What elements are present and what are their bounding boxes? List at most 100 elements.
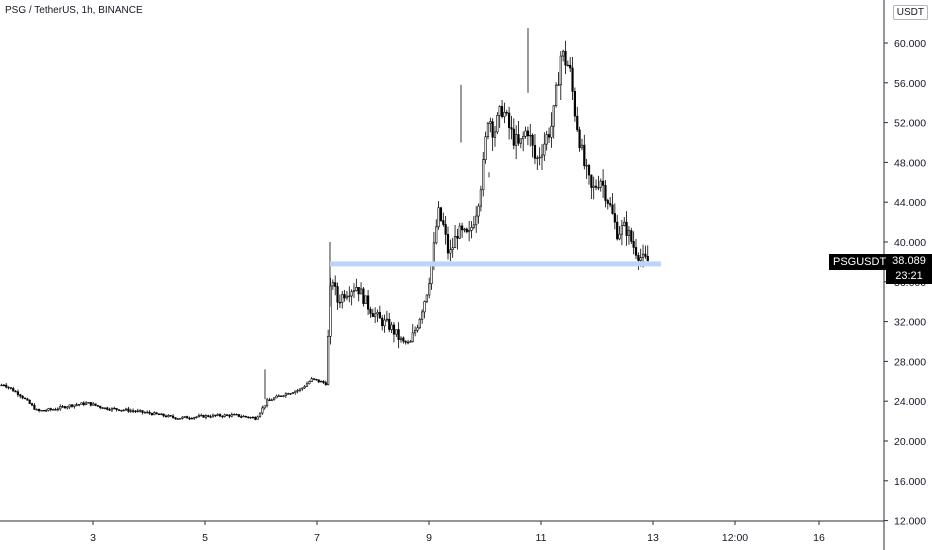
price-tick-label: 24.000 xyxy=(894,396,926,408)
candle-body xyxy=(620,225,623,235)
candle-body xyxy=(378,312,381,319)
candle-body xyxy=(625,221,628,236)
candle-body xyxy=(505,112,508,114)
candle-body xyxy=(552,105,555,127)
candle-body xyxy=(533,145,537,159)
candle-body xyxy=(371,313,374,317)
candle-body xyxy=(592,185,595,188)
candle-body xyxy=(348,295,351,298)
candle-body xyxy=(545,134,548,145)
candle-body xyxy=(547,134,551,138)
candle-body xyxy=(23,397,27,400)
candle-body xyxy=(606,200,609,204)
candle-body xyxy=(136,410,139,412)
price-tick-label: 48.000 xyxy=(894,157,926,169)
candle-body xyxy=(106,407,109,410)
candle-body xyxy=(416,327,419,331)
candle-body xyxy=(329,285,332,337)
candle-body xyxy=(376,312,379,315)
candle-body xyxy=(240,416,243,418)
candle-body xyxy=(517,134,520,144)
candle-body xyxy=(312,378,316,380)
candle-body xyxy=(519,138,522,144)
candle-body xyxy=(463,228,466,231)
candle-body xyxy=(268,399,271,401)
candle-body xyxy=(564,50,567,66)
candle-body xyxy=(296,389,299,392)
candle-body xyxy=(324,382,327,386)
candle-body xyxy=(352,290,356,292)
candle-body xyxy=(449,249,452,254)
candle-body xyxy=(597,186,600,189)
candle-body xyxy=(395,329,398,335)
candle-body xyxy=(263,405,266,409)
candle-body xyxy=(456,236,459,239)
candle-body xyxy=(14,390,17,393)
candle-body xyxy=(202,414,205,418)
candle-body xyxy=(162,413,165,417)
candle-body xyxy=(639,257,642,261)
candle-body xyxy=(287,393,290,395)
time-tick-label: 9 xyxy=(426,532,432,544)
candle-body xyxy=(0,384,3,387)
candle-body xyxy=(402,337,405,342)
candle-body xyxy=(221,415,224,418)
price-axis[interactable]: 60.00056.00052.00048.00044.00040.00036.0… xyxy=(882,0,926,550)
candle-body xyxy=(404,340,407,343)
candle-body xyxy=(413,329,417,334)
candle-body xyxy=(87,402,90,404)
candle-body xyxy=(301,387,304,390)
candle-body xyxy=(482,159,485,191)
candle-body xyxy=(418,318,421,329)
candle-body xyxy=(587,165,591,176)
time-tick-label: 13 xyxy=(647,532,659,544)
candle-body xyxy=(150,413,154,416)
candle-body xyxy=(308,381,311,385)
candle-body xyxy=(115,408,118,410)
time-tick-label: 3 xyxy=(90,532,96,544)
candle-body xyxy=(616,221,619,240)
candles-group xyxy=(0,28,649,421)
price-tick-label: 60.000 xyxy=(894,38,926,50)
candle-body xyxy=(554,84,558,107)
candle-body xyxy=(218,414,222,417)
candle-body xyxy=(235,413,238,416)
candle-body xyxy=(75,404,78,406)
candle-body xyxy=(56,408,59,411)
candle-body xyxy=(2,384,5,387)
candle-body xyxy=(68,404,71,408)
candle-body xyxy=(77,404,81,406)
chart-title: PSG / TetherUS, 1h, BINANCE xyxy=(5,5,143,16)
candle-body xyxy=(435,226,438,244)
candle-body xyxy=(265,399,269,407)
candle-body xyxy=(479,189,483,207)
candle-body xyxy=(188,417,191,420)
candle-body xyxy=(460,225,464,231)
price-tick-label: 16.000 xyxy=(894,476,926,488)
candle-body xyxy=(510,127,513,130)
candle-body xyxy=(207,415,210,417)
candle-body xyxy=(197,415,201,418)
candle-body xyxy=(475,215,478,226)
price-tick-label: 40.000 xyxy=(894,237,926,249)
time-tick-label: 7 xyxy=(314,532,320,544)
price-tick-label: 28.000 xyxy=(894,356,926,368)
support-level-band[interactable] xyxy=(330,261,661,267)
time-axis[interactable]: 3 5 7 9 11 13 12:00 16 xyxy=(0,520,884,544)
currency-unit-badge[interactable]: USDT xyxy=(892,5,928,20)
bar-countdown: 23:21 xyxy=(895,270,923,282)
candle-body xyxy=(12,388,15,392)
candle-body xyxy=(37,409,41,411)
candle-body xyxy=(428,283,431,296)
candle-body xyxy=(566,64,569,67)
candle-body xyxy=(569,64,572,69)
candle-body xyxy=(468,230,471,233)
candle-body xyxy=(141,410,144,413)
candle-body xyxy=(341,294,344,303)
candle-body xyxy=(244,415,248,418)
candle-body xyxy=(169,415,172,417)
candle-body xyxy=(472,224,475,228)
last-price-tag: 38.089 23:21 xyxy=(886,254,932,284)
candle-body xyxy=(331,282,334,287)
